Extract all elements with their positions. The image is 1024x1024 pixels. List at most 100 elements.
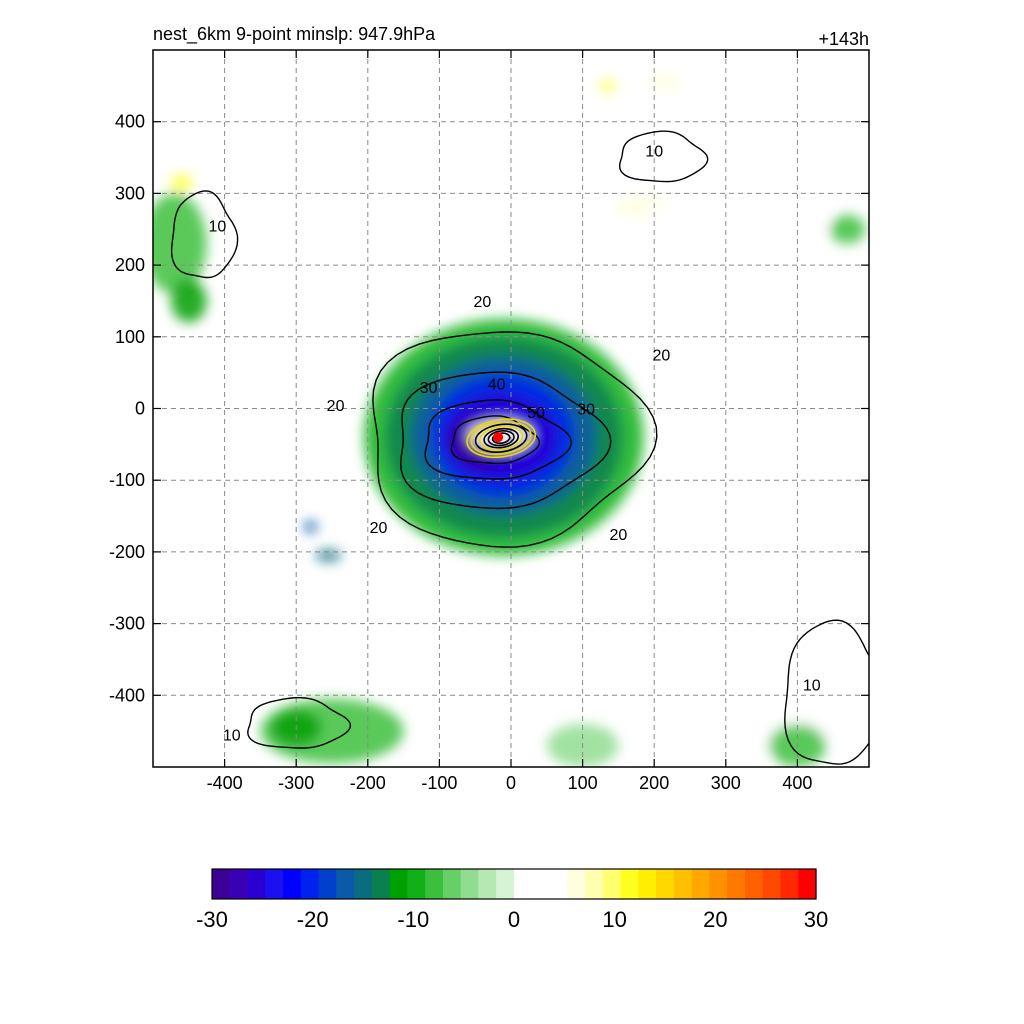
x-tick-label: -300	[278, 773, 314, 793]
colorbar-swatch	[318, 869, 337, 899]
y-tick-label: 300	[115, 183, 145, 203]
colorbar-swatch	[247, 869, 266, 899]
shade-region	[303, 521, 318, 533]
contour-line	[450, 415, 541, 465]
colorbar-swatch	[798, 869, 817, 899]
colorbar-swatch	[514, 869, 533, 899]
contour-label: 10	[645, 143, 663, 160]
shade-region	[599, 78, 617, 94]
x-tick-label: 0	[506, 773, 516, 793]
colorbar-tick-label: 0	[508, 907, 520, 932]
colorbar-swatch	[425, 869, 444, 899]
contour-label: 20	[327, 398, 345, 415]
colorbar-swatch	[442, 869, 462, 899]
colorbar-tick-label: -20	[297, 907, 329, 932]
colorbar-swatch	[744, 869, 764, 899]
shade-region	[439, 128, 569, 215]
contour-label: 20	[610, 527, 628, 544]
colorbar-swatch	[673, 869, 693, 899]
y-tick-label: -300	[109, 614, 145, 634]
colorbar-swatch	[407, 869, 426, 899]
contour-line	[247, 697, 352, 749]
contour-line	[170, 190, 239, 279]
colorbar-swatch	[709, 869, 728, 899]
contour-line	[372, 331, 658, 548]
eyewall-contour	[466, 418, 537, 459]
contour-label: 10	[803, 678, 821, 695]
chart-title: nest_6km 9-point minslp: 947.9hPa	[153, 24, 436, 45]
colorbar-swatch	[371, 869, 391, 899]
colorbar-swatch	[336, 869, 355, 899]
colorbar-swatch	[620, 869, 639, 899]
colorbar-swatch	[354, 869, 373, 899]
contour-label: 30	[420, 380, 438, 397]
y-axis: -400 -300 -200 -100 0 100 200 300 400	[109, 112, 869, 705]
shade-region	[195, 473, 282, 531]
x-axis: -400 -300 -200 -100 0 100 200 300 400	[207, 50, 812, 793]
contour-line	[784, 619, 869, 765]
x-tick-label: 400	[782, 773, 812, 793]
colorbar-swatch	[300, 869, 320, 899]
shade-region	[382, 250, 469, 309]
chart-right-title: +143h	[818, 29, 869, 49]
colorbar-tick-label: 20	[703, 907, 727, 932]
colorbar-swatch	[460, 869, 480, 899]
shade-region	[170, 175, 193, 190]
shade-region	[647, 202, 698, 228]
grid-lines	[153, 50, 869, 767]
plot-area: 20 20 20 20 20 30 30 40 50 10 10 10 10	[153, 50, 869, 767]
colorbar-swatch	[265, 869, 284, 899]
contour-label: 30	[577, 402, 595, 419]
colorbar-swatch	[229, 869, 249, 899]
x-tick-label: 300	[711, 773, 741, 793]
shaded-field	[153, 73, 869, 767]
x-tick-label: -400	[207, 773, 243, 793]
colorbar-swatch	[780, 869, 799, 899]
storm-center-layer	[466, 418, 537, 459]
eyewall-contour	[474, 423, 528, 453]
eyewall-contour	[487, 430, 515, 447]
x-tick-label: 200	[639, 773, 669, 793]
contour-line	[399, 371, 612, 510]
shade-region	[783, 587, 869, 703]
colorbar-swatch	[212, 869, 231, 899]
colorbar-swatch	[531, 869, 551, 899]
y-tick-label: -400	[109, 685, 145, 705]
y-tick-label: 200	[115, 255, 145, 275]
colorbar-tick-label: -10	[397, 907, 429, 932]
colorbar-swatch	[691, 869, 711, 899]
contour-label: 10	[223, 728, 241, 745]
colorbar-frame	[211, 868, 817, 900]
colorbar-tick-label: -30	[196, 907, 228, 932]
colorbar-ticks: -30 -20 -10 0 10 20 30	[196, 907, 828, 932]
eyewall-contour	[479, 425, 524, 451]
colorbar-swatch	[496, 869, 515, 899]
shade-region	[732, 458, 805, 574]
colorbar-tick-label: 10	[602, 907, 626, 932]
x-tick-label: -100	[421, 773, 457, 793]
colorbar-swatch	[283, 869, 302, 899]
shade-region	[170, 279, 207, 323]
y-tick-label: 100	[115, 327, 145, 347]
contour-lines: 20 20 20 20 20 30 30 40 50 10 10 10 10	[170, 130, 869, 765]
contour-line	[424, 399, 572, 480]
shade-region	[315, 549, 342, 562]
shade-region	[652, 73, 678, 91]
eyewall-contour	[483, 427, 520, 449]
colorbar-swatch	[602, 869, 622, 899]
y-tick-label: -200	[109, 542, 145, 562]
contour-label: 20	[652, 348, 670, 365]
colorbar-swatch	[389, 869, 409, 899]
shade-region	[246, 304, 304, 355]
contour-label: 20	[473, 294, 491, 311]
contour-label: 20	[370, 520, 388, 537]
shade-region	[829, 214, 866, 244]
colorbar-swatch	[762, 869, 782, 899]
contour-line	[618, 130, 709, 183]
colorbar-swatch	[656, 869, 675, 899]
colorbar	[211, 868, 817, 900]
storm-center-marker	[493, 432, 504, 443]
contour-label: 50	[527, 405, 545, 422]
y-tick-label: -100	[109, 470, 145, 490]
